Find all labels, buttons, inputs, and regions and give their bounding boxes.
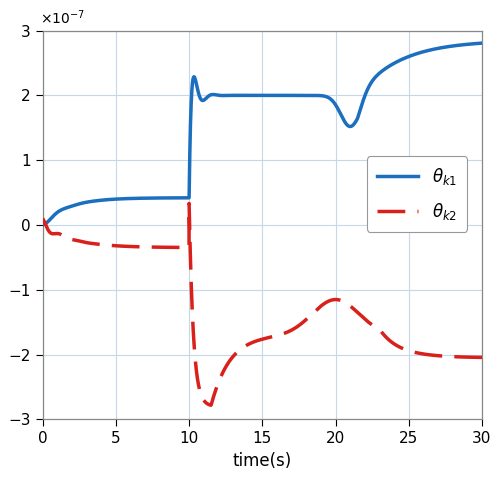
$\theta_{k2}$ [208, 402, 214, 408]
$\theta_{k2}$ [206, 402, 212, 407]
$\theta_{k2}$ [144, 244, 150, 250]
$\theta_{k1}$ [146, 195, 152, 201]
Text: $\times 10^{-7}$: $\times 10^{-7}$ [40, 8, 86, 27]
$\theta_{k2}$ [236, 347, 242, 353]
Line: $\theta_{k2}$: $\theta_{k2}$ [42, 204, 482, 405]
X-axis label: time(s): time(s) [232, 452, 292, 470]
$\theta_{k2}$ [479, 355, 485, 360]
$\theta_{k2}$ [186, 201, 192, 206]
$\theta_{k2}$ [476, 355, 482, 360]
Line: $\theta_{k1}$: $\theta_{k1}$ [42, 43, 482, 225]
$\theta_{k1}$ [205, 93, 211, 99]
$\theta_{k1}$ [236, 93, 242, 98]
$\theta_{k1}$ [476, 41, 482, 46]
$\theta_{k1}$ [144, 195, 150, 201]
$\theta_{k1}$ [479, 40, 485, 46]
$\theta_{k1}$ [142, 196, 148, 201]
$\theta_{k1}$ [40, 222, 46, 228]
$\theta_{k2}$ [40, 216, 46, 221]
Legend: $\theta_{k1}$, $\theta_{k2}$: $\theta_{k1}$, $\theta_{k2}$ [367, 156, 467, 231]
$\theta_{k2}$ [142, 244, 148, 250]
$\theta_{k2}$ [146, 244, 152, 250]
